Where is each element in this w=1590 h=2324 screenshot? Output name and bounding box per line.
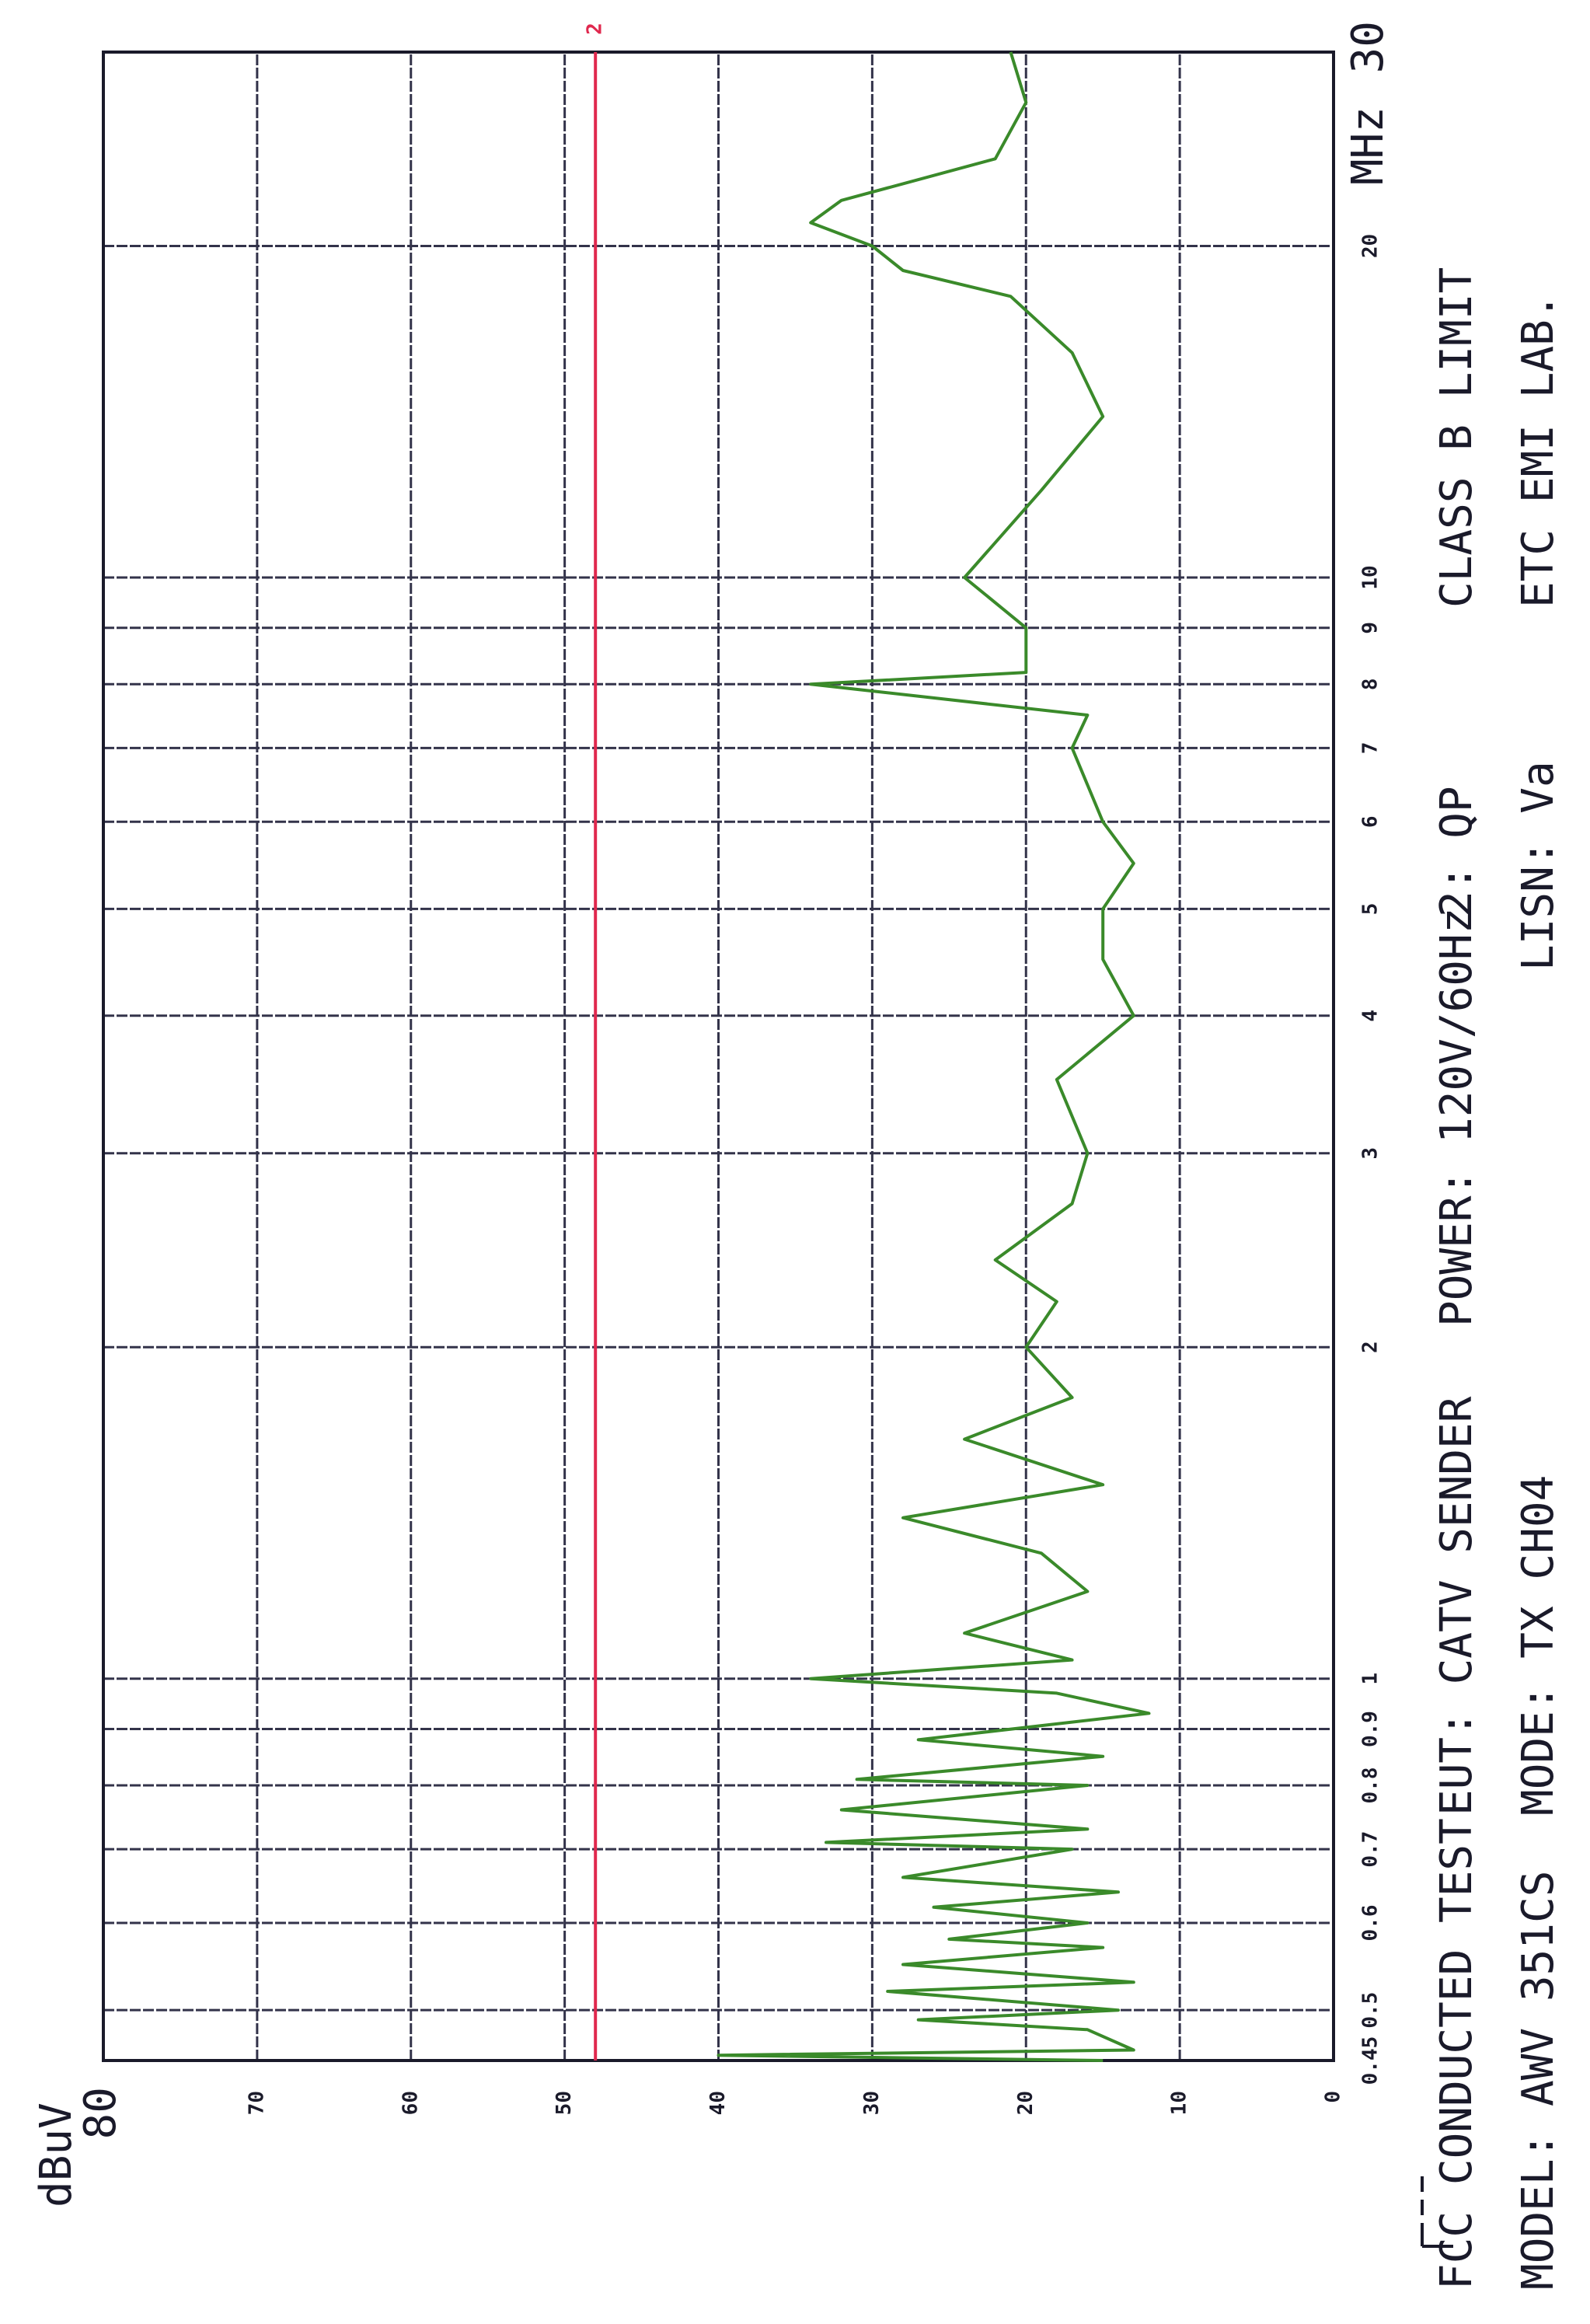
y-tick-label: 80 (75, 2087, 126, 2139)
y-tick-label: 40 (706, 2091, 730, 2115)
annotation: CLASS B LIMIT (1431, 267, 1482, 608)
x-tick-label: 0.9 (1359, 1711, 1383, 1747)
annotation: EUT: CATV SENDER (1431, 1396, 1482, 1816)
x-tick-label: 3 (1359, 1147, 1383, 1160)
y-tick-label: 50 (553, 2091, 576, 2115)
y-tick-label: 20 (1014, 2091, 1037, 2115)
x-tick-label: 6 (1359, 815, 1383, 828)
x-tick-label: 1 (1359, 1673, 1383, 1685)
x-unit-label: MHz (1343, 106, 1393, 185)
x-tick-label: 0.5 (1359, 1992, 1383, 2029)
annotation: LISN: Va (1513, 761, 1564, 971)
y-tick-label: 70 (245, 2091, 268, 2115)
annotation: ETC EMI LAB. (1513, 293, 1564, 608)
x-tick-label: 0.7 (1359, 1831, 1383, 1868)
annotation: MODE: TX CH04 (1513, 1475, 1564, 1816)
y-tick-label: 60 (399, 2091, 422, 2115)
x-tick-label: 0.6 (1359, 1905, 1383, 1942)
x-tick-label: 5 (1359, 903, 1383, 916)
x-tick-label: 9 (1359, 622, 1383, 634)
x-tick-label: 0.45 (1359, 2036, 1383, 2085)
y-tick-label: 0 (1322, 2091, 1345, 2103)
x-tick-label: 20 (1359, 234, 1383, 258)
x-tick-label: 7 (1359, 742, 1383, 755)
x-tick-label: 10 (1359, 565, 1383, 589)
x-tick-label: 2 (1359, 1341, 1383, 1353)
limit-label: 2 (584, 23, 607, 35)
annotation: POWER: 120V/60Hz (1431, 908, 1482, 1327)
legend-glyph (1421, 2176, 1453, 2248)
trace (717, 51, 1151, 2062)
annotation: 2: QP (1431, 786, 1482, 917)
rotated-plot: dBuV 0 10 20 30 40 50 60 70 80 0.45 0.5 0.6 0.7 0.8 0.… (31, 21, 1564, 2290)
x-tick-label: 30 (1343, 21, 1393, 73)
x-tick-label: 8 (1359, 678, 1383, 690)
x-tick-label: 0.8 (1359, 1767, 1383, 1804)
annotation: MODEL: AWV 351CS (1513, 1871, 1564, 2290)
y-tick-label: 10 (1168, 2091, 1191, 2115)
plot-frame (102, 51, 1335, 2062)
y-tick-label: 30 (860, 2091, 884, 2115)
annotation: FCC CONDUCTED TEST (1431, 1818, 1482, 2290)
x-tick-label: 4 (1359, 1010, 1383, 1022)
y-axis-label: dBuV (31, 2102, 82, 2207)
